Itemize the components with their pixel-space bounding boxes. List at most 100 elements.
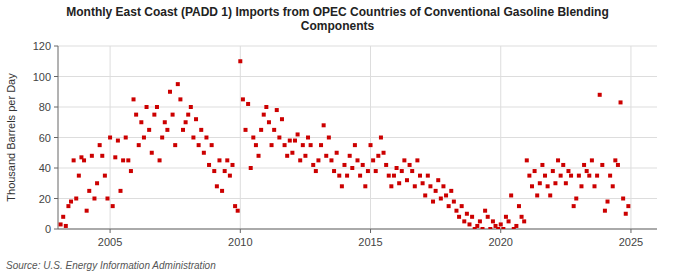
point	[392, 174, 396, 178]
point	[356, 158, 360, 162]
y-tick-label: 60	[39, 132, 51, 144]
point	[569, 174, 573, 178]
point	[572, 204, 576, 208]
point	[191, 136, 195, 140]
point	[249, 166, 253, 170]
point	[215, 184, 219, 188]
title-line: Monthly East Coast (PADD 1) Imports from…	[66, 5, 608, 19]
point	[535, 193, 539, 197]
point	[197, 143, 201, 147]
point	[452, 200, 456, 204]
point	[158, 158, 162, 162]
point	[501, 227, 505, 229]
y-tick-label: 40	[39, 162, 51, 174]
point	[288, 139, 292, 143]
point	[592, 184, 596, 188]
point	[345, 174, 349, 178]
point	[337, 174, 341, 178]
point	[457, 215, 461, 219]
point	[129, 169, 133, 173]
point	[382, 151, 386, 155]
point	[481, 227, 485, 229]
grid	[58, 46, 657, 229]
point	[371, 158, 375, 162]
y-tick	[54, 107, 58, 108]
point	[462, 219, 466, 223]
source: Source: U.S. Energy Information Administ…	[6, 260, 216, 271]
point	[327, 136, 331, 140]
point	[395, 166, 399, 170]
point	[132, 97, 136, 101]
point	[142, 136, 146, 140]
point	[72, 158, 76, 162]
point	[251, 136, 255, 140]
y-grid-line	[58, 229, 657, 230]
points	[59, 59, 631, 229]
point	[499, 222, 503, 226]
x-tick	[240, 229, 241, 233]
point	[577, 174, 581, 178]
point	[613, 158, 617, 162]
y-grid-line	[58, 137, 657, 138]
point	[225, 158, 229, 162]
point	[504, 215, 508, 219]
point	[124, 136, 128, 140]
x-tick	[500, 229, 501, 233]
point	[262, 113, 266, 117]
point	[447, 204, 451, 208]
point	[207, 163, 211, 167]
point	[379, 136, 383, 140]
point	[322, 123, 326, 127]
point	[233, 204, 237, 208]
point	[301, 143, 305, 147]
y-tick	[54, 198, 58, 199]
point	[100, 154, 104, 158]
point	[285, 154, 289, 158]
point	[418, 174, 422, 178]
point	[189, 105, 193, 109]
point	[408, 163, 412, 167]
point	[121, 158, 125, 162]
point	[538, 181, 542, 185]
point	[444, 193, 448, 197]
point	[441, 184, 445, 188]
point	[530, 184, 534, 188]
point	[533, 169, 537, 173]
point	[61, 215, 65, 219]
point	[283, 143, 287, 147]
y-tick-label: 80	[39, 101, 51, 113]
point	[517, 204, 521, 208]
point	[152, 113, 156, 117]
point	[296, 132, 300, 136]
point	[155, 105, 159, 109]
y-axis-line	[58, 46, 59, 229]
point	[85, 209, 89, 213]
point	[199, 128, 203, 132]
point	[311, 163, 315, 167]
point	[619, 100, 623, 104]
point	[626, 204, 630, 208]
point	[467, 222, 471, 226]
point	[66, 204, 70, 208]
point	[238, 59, 242, 63]
point	[254, 143, 258, 147]
point	[413, 184, 417, 188]
point	[369, 143, 373, 147]
point	[246, 102, 250, 106]
point	[348, 154, 352, 158]
point	[582, 163, 586, 167]
point	[353, 143, 357, 147]
point	[478, 219, 482, 223]
point	[59, 222, 63, 226]
point	[160, 136, 164, 140]
y-tick	[54, 168, 58, 169]
point	[564, 181, 568, 185]
point	[551, 169, 555, 173]
point	[488, 227, 492, 229]
y-tick-label: 0	[45, 223, 51, 235]
point	[342, 163, 346, 167]
point	[608, 174, 612, 178]
point	[509, 193, 513, 197]
point	[181, 128, 185, 132]
point	[350, 166, 354, 170]
